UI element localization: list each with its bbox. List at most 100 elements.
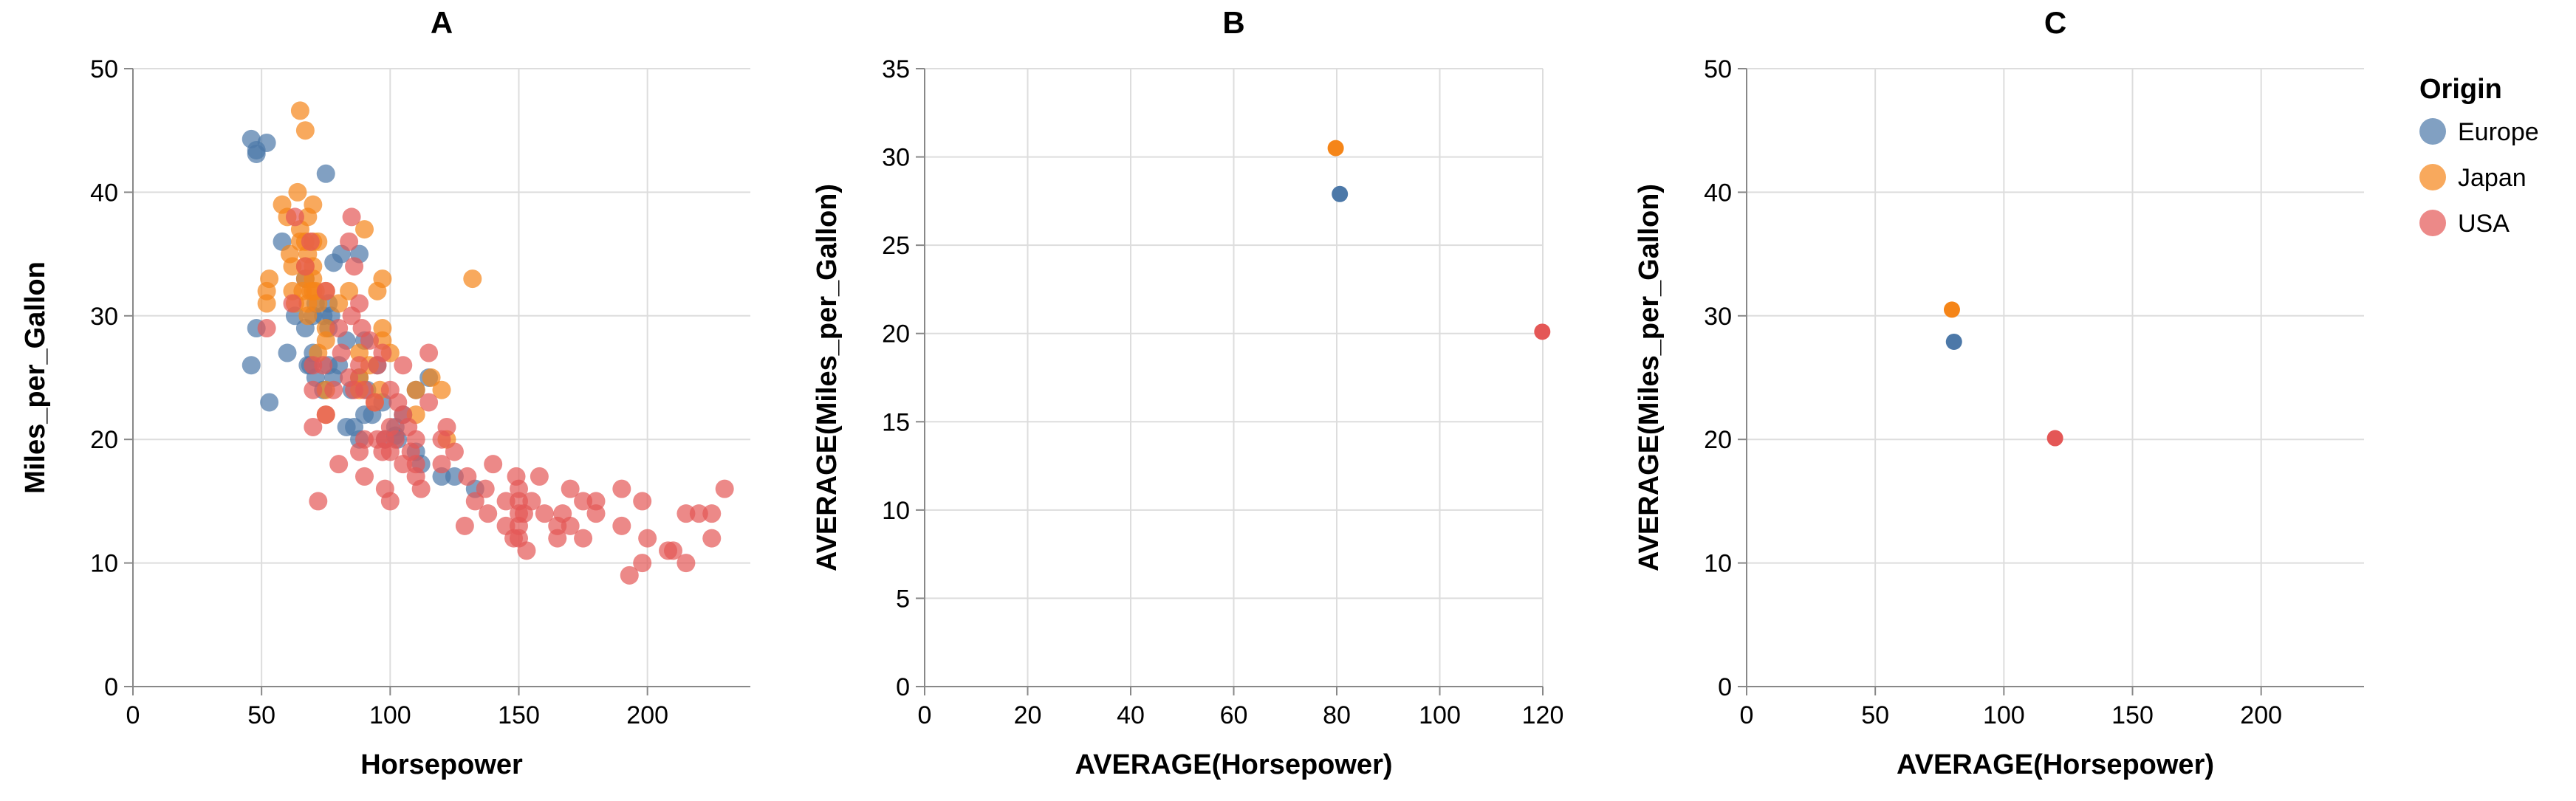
- x-tick-label: 60: [1220, 701, 1248, 729]
- data-point-usa: [406, 430, 425, 449]
- legend: Origin Europe Japan USA: [2419, 74, 2539, 238]
- data-point-usa: [2046, 430, 2063, 447]
- y-tick-label: 10: [882, 497, 910, 525]
- y-tick-label: 40: [90, 179, 118, 207]
- data-point-japan: [298, 306, 318, 326]
- data-point-japan: [257, 294, 276, 313]
- data-point-usa: [350, 356, 369, 375]
- legend-swatch-japan: [2419, 164, 2446, 190]
- data-point-usa: [715, 479, 734, 498]
- data-point-usa: [314, 356, 333, 375]
- data-point-usa: [664, 541, 682, 560]
- data-point-usa: [612, 479, 631, 498]
- data-point-japan: [260, 269, 279, 289]
- x-tick-label: 100: [1419, 701, 1461, 729]
- legend-title: Origin: [2419, 74, 2502, 105]
- y-tick-label: 25: [882, 232, 910, 260]
- y-tick-label: 5: [896, 585, 910, 613]
- y-tick-label: 0: [104, 673, 118, 701]
- y-tick-label: 20: [90, 426, 118, 454]
- data-point-usa: [633, 554, 652, 573]
- data-point-usa: [530, 467, 549, 486]
- data-point-usa: [455, 516, 474, 535]
- data-point-usa: [561, 516, 580, 535]
- y-tick-label: 10: [1704, 550, 1732, 578]
- data-point-usa: [309, 492, 328, 511]
- data-point-japan: [316, 331, 335, 350]
- panel-title: B: [1222, 5, 1244, 40]
- data-point-usa: [574, 529, 593, 548]
- y-tick-label: 10: [90, 550, 118, 578]
- panel-title: C: [2044, 5, 2066, 40]
- data-point-usa: [386, 430, 405, 449]
- data-point-usa: [411, 479, 431, 498]
- data-point-usa: [445, 442, 464, 461]
- data-point-usa: [437, 417, 456, 436]
- data-point-usa: [561, 479, 580, 498]
- data-point-usa: [612, 516, 631, 535]
- data-point-usa: [355, 430, 374, 449]
- x-tick-label: 80: [1323, 701, 1351, 729]
- data-point-usa: [702, 529, 722, 548]
- data-point-usa: [365, 393, 384, 412]
- y-tick-label: 20: [1704, 426, 1732, 454]
- data-point-europe: [278, 343, 297, 362]
- data-point-usa: [484, 455, 503, 474]
- x-axis-title: Horsepower: [360, 749, 523, 780]
- data-point-usa: [304, 417, 323, 436]
- y-tick-label: 35: [882, 55, 910, 83]
- x-tick-label: 40: [1117, 701, 1145, 729]
- data-point-usa: [332, 343, 351, 362]
- data-point-usa: [373, 343, 392, 362]
- panel-b: 0 20 40 60 80 100 120 0 5 10 15 20 25 30 35 B AVERAGE(Ho…: [812, 5, 1563, 780]
- data-point-japan: [329, 294, 349, 313]
- data-point-usa: [295, 257, 315, 276]
- panel-title: A: [431, 5, 453, 40]
- legend-swatch-usa: [2419, 210, 2446, 236]
- y-tick-label: 15: [882, 408, 910, 436]
- y-tick-label: 20: [882, 320, 910, 348]
- data-point-usa: [496, 492, 515, 511]
- x-tick-label: 0: [1740, 701, 1754, 729]
- data-point-usa: [676, 554, 696, 573]
- data-point-usa: [342, 207, 361, 227]
- data-point-usa: [1534, 323, 1551, 340]
- data-point-japan: [1327, 140, 1344, 157]
- y-axis-title: Miles_per_Gallon: [20, 261, 51, 494]
- x-tick-label: 150: [498, 701, 540, 729]
- data-point-usa: [702, 504, 722, 523]
- data-point-japan: [290, 101, 309, 120]
- data-point-usa: [522, 492, 541, 511]
- data-point-usa: [574, 492, 593, 511]
- data-point-usa: [419, 343, 439, 362]
- data-point-japan: [340, 281, 359, 300]
- y-tick-label: 40: [1704, 179, 1732, 207]
- y-tick-label: 0: [896, 673, 910, 701]
- y-tick-label: 50: [1704, 55, 1732, 83]
- x-tick-label: 200: [626, 701, 668, 729]
- data-point-europe: [1945, 333, 1962, 350]
- y-tick-label: 30: [882, 144, 910, 172]
- data-point-usa: [350, 294, 369, 313]
- y-axis-title: AVERAGE(Miles_per_Gallon): [1634, 184, 1665, 571]
- data-point-usa: [419, 393, 439, 412]
- data-point-japan: [1943, 301, 1960, 318]
- data-point-europe: [316, 164, 335, 183]
- data-point-usa: [432, 455, 451, 474]
- x-tick-label: 50: [247, 701, 275, 729]
- x-tick-label: 0: [126, 701, 140, 729]
- data-point-usa: [620, 565, 639, 585]
- data-point-japan: [304, 195, 323, 214]
- data-point-usa: [355, 380, 374, 399]
- data-point-japan: [406, 380, 425, 399]
- data-point-japan: [432, 380, 451, 399]
- y-axis-title: AVERAGE(Miles_per_Gallon): [812, 184, 843, 571]
- legend-label-europe: Europe: [2458, 118, 2539, 146]
- data-point-europe: [257, 133, 276, 152]
- data-point-usa: [257, 319, 276, 338]
- data-point-usa: [638, 529, 657, 548]
- legend-label-usa: USA: [2458, 210, 2510, 238]
- data-point-europe: [445, 467, 464, 486]
